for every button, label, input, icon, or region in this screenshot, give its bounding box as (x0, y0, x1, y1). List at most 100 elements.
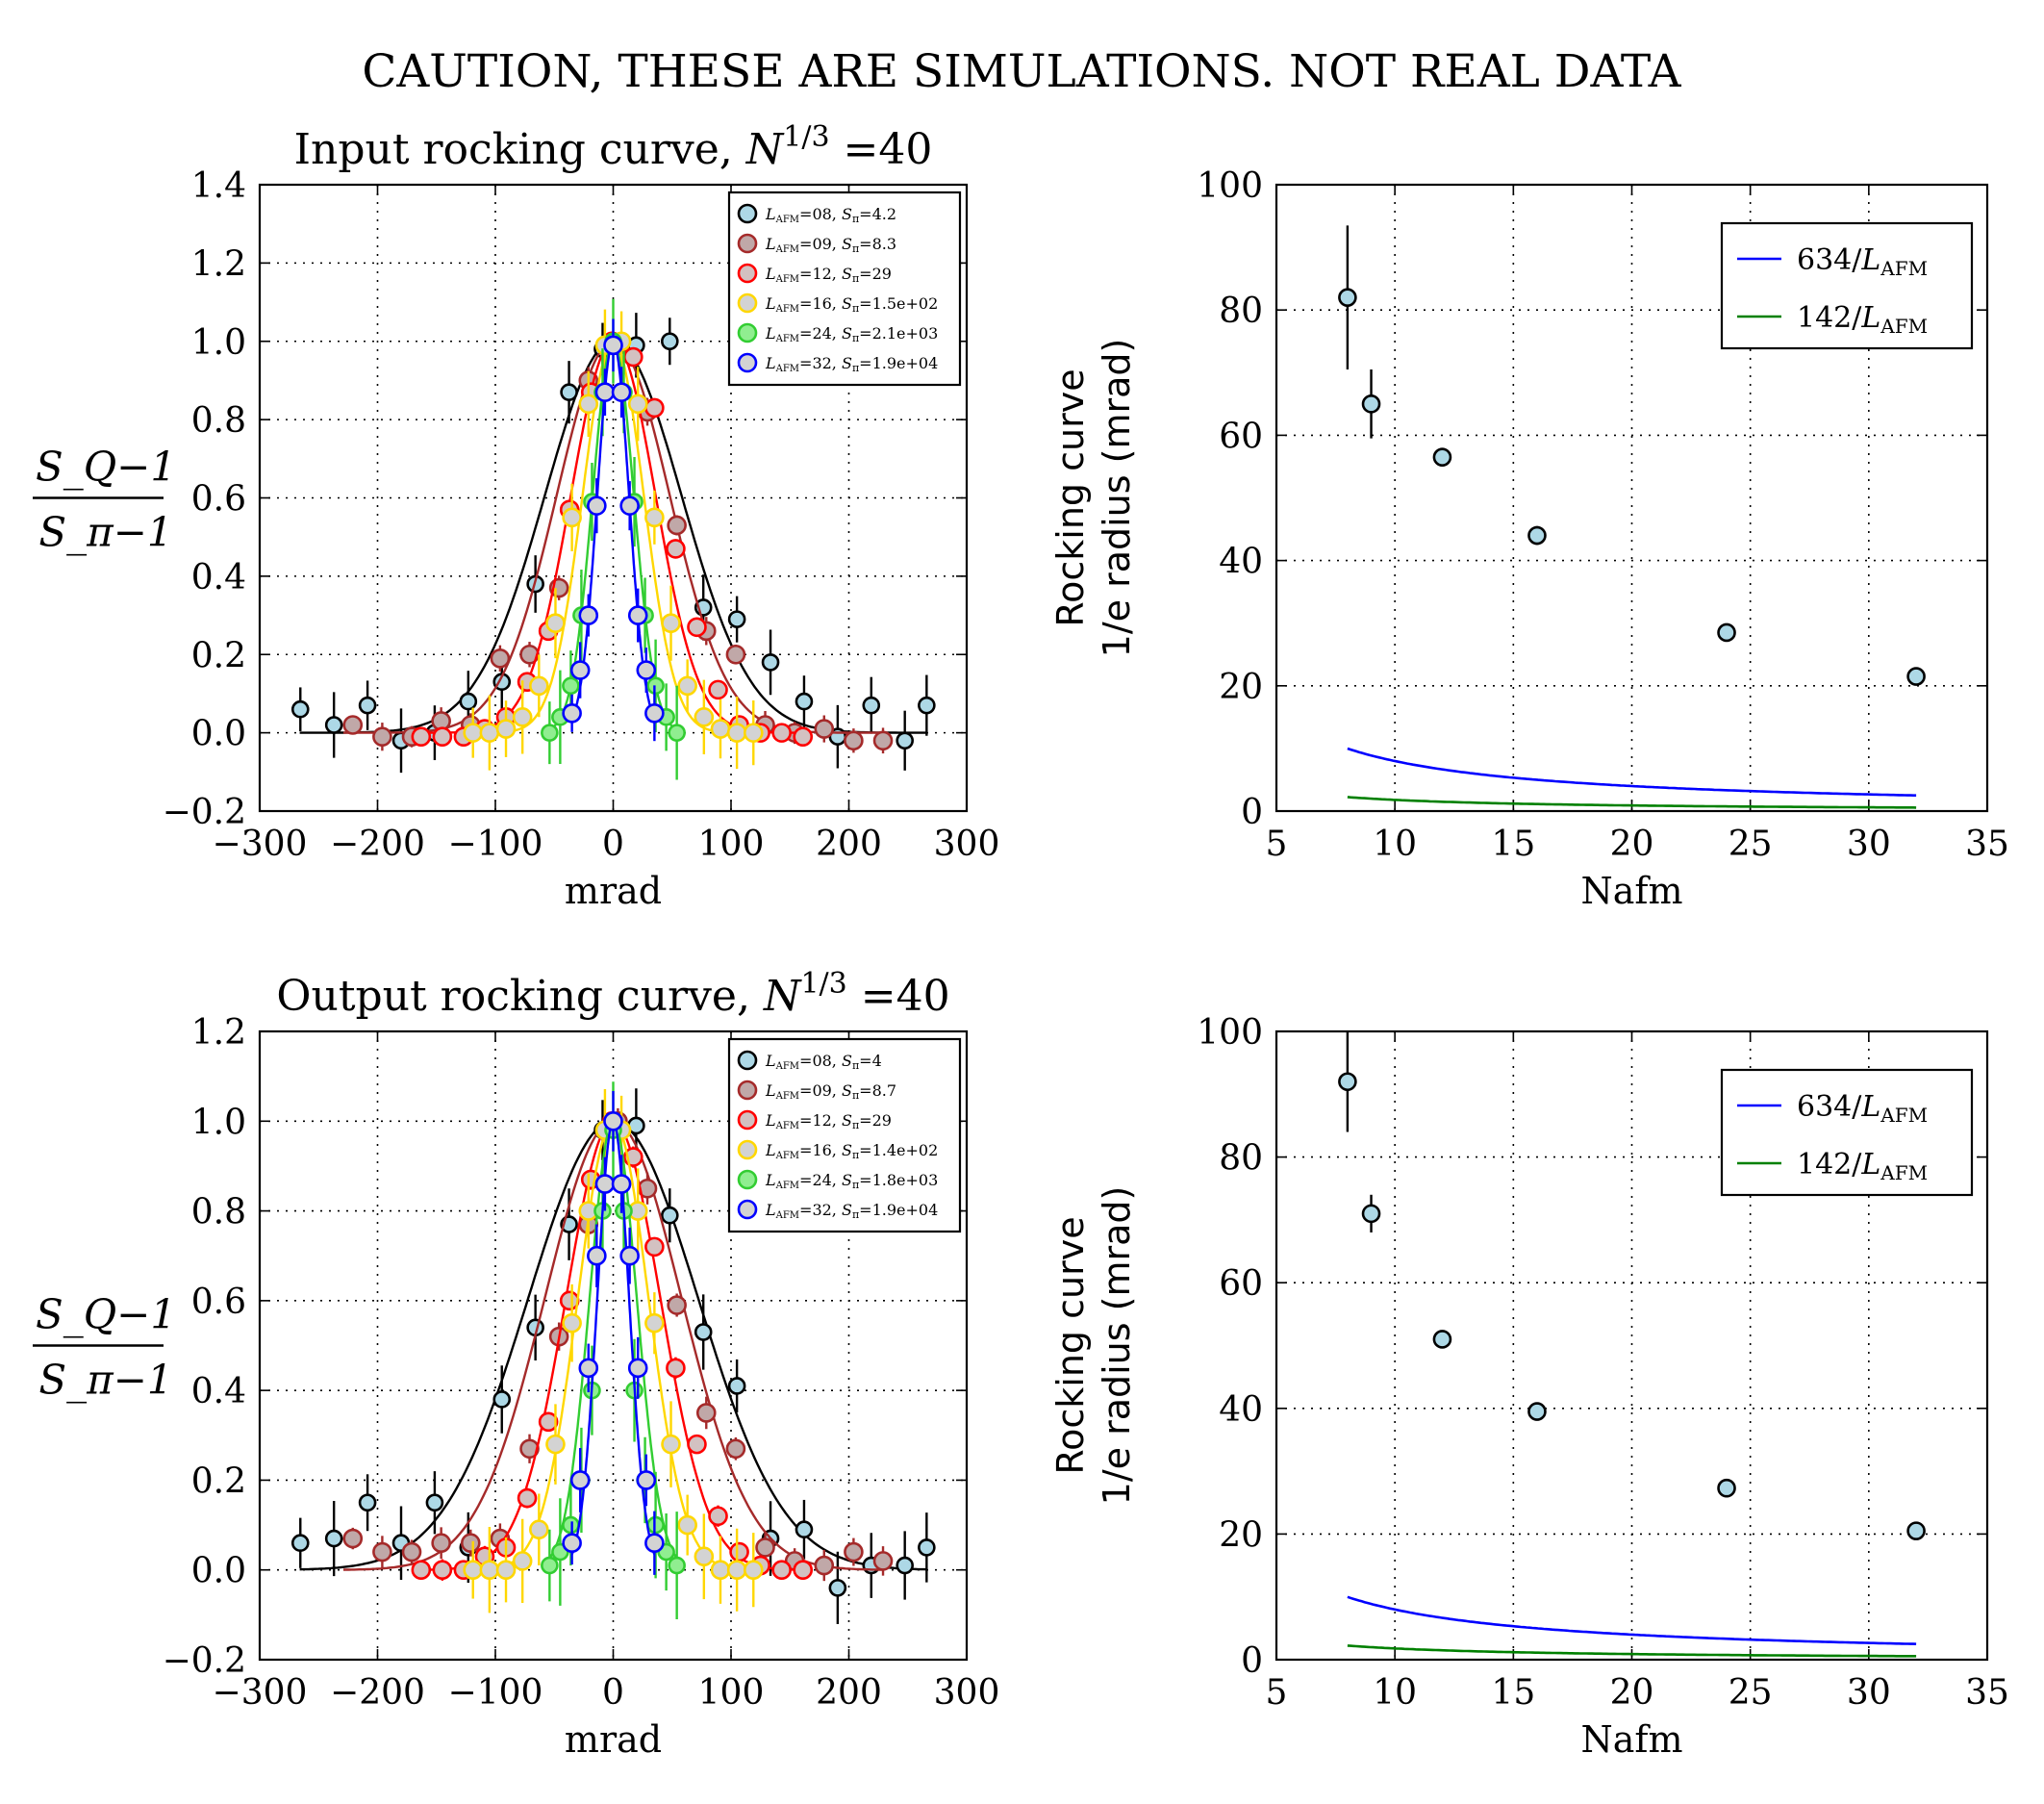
data-point (1338, 1072, 1357, 1092)
legend-symbol: S (842, 1081, 852, 1100)
title-symbol: N (745, 125, 785, 174)
y-tick-label: 0.6 (191, 480, 246, 520)
series-L08 (290, 1088, 936, 1624)
legend-label: LAFM=32, Sπ=1.9e+04 (765, 354, 938, 374)
legend-sep: , (832, 324, 842, 343)
legend-equals: = (859, 1052, 871, 1070)
legend-symbol: L (765, 1111, 776, 1130)
legend-L-value: 09 (812, 235, 831, 253)
y-tick-label: 0.2 (191, 1461, 246, 1501)
x-tick-label: 0 (602, 825, 624, 864)
legend-marker (737, 1050, 758, 1071)
legend-S-value: 4 (872, 1052, 882, 1070)
y-tick-label: 1.0 (191, 323, 246, 363)
data-point (611, 1174, 632, 1194)
data-point (342, 1528, 364, 1549)
x-tick-label: 300 (934, 1673, 1000, 1713)
data-point (661, 1434, 681, 1455)
y-tick-label: 1.4 (191, 166, 246, 206)
legend-L-value: 16 (812, 294, 831, 313)
legend-L-value: 32 (812, 354, 831, 372)
legend-S-value: 4.2 (872, 205, 896, 223)
legend-symbol: L (765, 1052, 776, 1070)
data-point (578, 394, 599, 415)
data-point (795, 1520, 814, 1539)
legend-equals: = (799, 294, 812, 313)
data-point (667, 1295, 687, 1315)
data-point (708, 1506, 728, 1527)
data-point (727, 610, 746, 628)
legend-symbol: L (765, 1171, 776, 1189)
output-width-chart: 5 10 15 20 25 30 35 0 20 40 60 80 100 Nafm Rocking cur… (1049, 1013, 2009, 1761)
y-tick-label: 0.0 (191, 1552, 246, 1591)
plot-area (290, 1081, 936, 1624)
legend-sep: , (832, 1052, 842, 1070)
data-point (372, 1541, 392, 1563)
legend-marker (737, 322, 758, 343)
legend-marker (737, 352, 758, 373)
legend-S-value: 1.9e+04 (872, 1201, 939, 1219)
legend-sep: , (832, 1201, 842, 1219)
legend-equals: = (859, 1141, 871, 1159)
legend-subscript: π (852, 1208, 859, 1221)
legend-label: 142/LAFM (1797, 301, 1928, 338)
fit-line-L16 (472, 340, 754, 734)
data-point (512, 707, 533, 727)
legend-equals: = (799, 1171, 812, 1189)
legend-marker (737, 203, 758, 224)
data-point (460, 1533, 481, 1554)
y-axis-label-denominator: S_π−1 (38, 509, 172, 556)
x-tick-label: −100 (448, 1673, 543, 1713)
legend-sep: , (832, 235, 842, 253)
legend-frame (1720, 221, 1974, 350)
title-symbol: N (763, 972, 802, 1021)
data-point (644, 1312, 665, 1334)
legend-equals: = (799, 205, 812, 223)
data-point (495, 719, 517, 739)
x-tick-label: −300 (213, 825, 308, 864)
data-point (695, 1403, 717, 1423)
data-point (431, 1533, 451, 1554)
data-point (660, 1206, 679, 1225)
fit-curve-142 (1347, 796, 1917, 809)
data-point (517, 1487, 538, 1509)
data-point (743, 723, 764, 743)
data-point (844, 730, 864, 751)
legend-S-value: 1.8e+03 (872, 1171, 939, 1189)
plot-frame (258, 183, 969, 813)
legend-L-value: 24 (812, 1171, 831, 1189)
y-tick-label: 1.2 (191, 244, 246, 284)
chart-title: Output rocking curve, N1/3 =40 (276, 967, 949, 1021)
data-point (668, 1556, 686, 1575)
data-point (401, 1541, 422, 1563)
data-point (1432, 1330, 1452, 1349)
y-axis-label-numerator: S_Q−1 (36, 444, 176, 491)
y-tick-label: 80 (1219, 1139, 1263, 1179)
figure-suptitle: CAUTION, THESE ARE SIMULATIONS. NOT REAL… (362, 45, 1681, 98)
title-text: Input rocking curve, (294, 125, 746, 174)
legend-equals: = (859, 265, 871, 283)
data-point (1361, 1204, 1381, 1224)
y-tick-label: 0 (1241, 793, 1263, 832)
legend-subscript: AFM (775, 1121, 799, 1131)
data-point (1717, 623, 1736, 643)
x-tick-label: 300 (934, 825, 1000, 864)
legend-L-value: 32 (812, 1201, 831, 1219)
legend-subscript: π (852, 1179, 859, 1191)
legend-label: LAFM=08, Sπ=4 (765, 1052, 882, 1072)
x-tick-label: 10 (1373, 1673, 1417, 1713)
legend-frame (727, 191, 962, 387)
legend-subscript: π (852, 1089, 859, 1102)
y-axis-label-line2: 1/e radius (mrad) (1096, 1186, 1138, 1506)
legend-label: 634/LAFM (1797, 243, 1928, 280)
data-point (644, 702, 665, 724)
data-point (793, 1560, 814, 1581)
legend-equals: = (799, 265, 812, 283)
legend-S-value: 2.1e+03 (872, 324, 939, 343)
data-point (644, 1236, 665, 1258)
legend-subscript: AFM (1880, 1104, 1928, 1127)
legend-sep: , (832, 205, 842, 223)
data-point (828, 1579, 847, 1597)
